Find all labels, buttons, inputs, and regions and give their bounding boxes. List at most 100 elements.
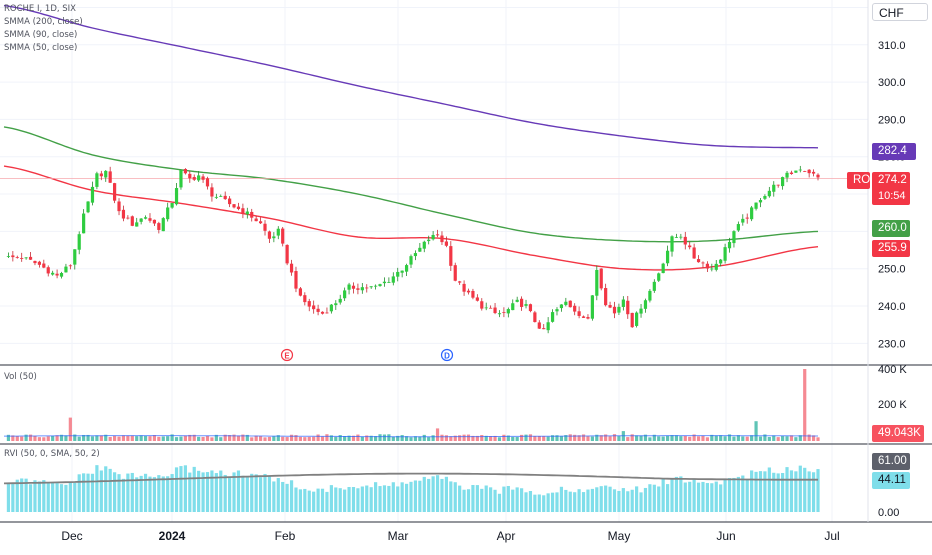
volume-bar xyxy=(515,437,519,441)
rvi-bar xyxy=(732,477,736,512)
candle-body xyxy=(157,223,161,230)
rvi-bar xyxy=(192,466,196,512)
rvi-bar xyxy=(236,470,241,512)
volume-bar xyxy=(506,435,510,441)
volume-legend[interactable]: Vol (50) xyxy=(4,372,37,382)
smma90-legend[interactable]: SMMA (90, close) xyxy=(4,30,78,40)
currency-button[interactable]: CHF xyxy=(872,3,928,21)
candle-body xyxy=(258,221,263,224)
volume-bar xyxy=(11,435,15,441)
candle-body xyxy=(42,263,46,268)
candle-body xyxy=(112,183,117,201)
smma200-legend[interactable]: SMMA (200, close) xyxy=(4,17,83,27)
rvi-bar xyxy=(356,488,360,512)
volume-bar xyxy=(152,435,157,441)
candle-body xyxy=(37,261,41,265)
candle-body xyxy=(161,218,165,232)
rvi-bar xyxy=(307,490,311,512)
candle-body xyxy=(20,257,24,259)
candle-body xyxy=(117,201,121,212)
rvi-bar xyxy=(528,491,533,512)
rvi-bar xyxy=(692,479,696,512)
candle-body xyxy=(798,169,802,171)
smma90-price-tag: 260.0 xyxy=(872,220,910,237)
rvi-histogram xyxy=(6,465,820,512)
rvi-bar xyxy=(152,477,157,512)
rvi-bar xyxy=(223,474,227,512)
rvi-bar xyxy=(276,478,280,512)
volume-tick-label: 200 K xyxy=(878,399,907,411)
candle-body xyxy=(285,244,289,264)
rvi-bar xyxy=(254,474,258,512)
rvi-bar xyxy=(320,488,325,512)
volume-bar xyxy=(772,435,776,441)
rvi-bar xyxy=(15,479,19,512)
volume-bar xyxy=(573,434,577,441)
rvi-bar xyxy=(37,481,41,512)
candle-body xyxy=(250,211,254,218)
candle-body xyxy=(241,208,245,215)
time-tick-label: Apr xyxy=(497,529,516,543)
last-price-tag: 274.2 xyxy=(872,172,910,189)
rvi-bar xyxy=(312,491,316,512)
rvi-bar xyxy=(281,481,285,512)
smma50-price-tag: 255.9 xyxy=(872,240,910,257)
candle-body xyxy=(148,218,152,221)
volume-bar xyxy=(33,435,37,441)
rvi-bar xyxy=(643,487,648,512)
volume-bar xyxy=(396,435,400,441)
rvi-bar xyxy=(661,479,665,512)
volume-bar xyxy=(781,436,785,441)
event-marker xyxy=(440,348,454,362)
candle-body xyxy=(449,246,453,266)
smma-line xyxy=(3,165,819,271)
rvi-bar xyxy=(338,488,342,512)
rvi-bar xyxy=(546,493,550,512)
volume-bar xyxy=(374,436,378,441)
rvi-bar xyxy=(73,482,77,512)
volume-bar xyxy=(360,436,364,441)
rvi-bar xyxy=(577,489,581,512)
rvi-bar xyxy=(798,465,802,512)
smma-line xyxy=(3,4,819,149)
volume-bar xyxy=(351,435,356,441)
volume-bar xyxy=(763,434,767,441)
rvi-bar xyxy=(121,478,126,512)
rvi-bar xyxy=(665,484,670,512)
rvi-bar xyxy=(391,482,395,512)
candlesticks xyxy=(6,165,820,334)
candle-body xyxy=(316,308,320,312)
candle-body xyxy=(104,170,108,178)
rvi-bar xyxy=(444,476,448,512)
candle-body xyxy=(68,265,72,267)
volume-tick-label: 400 K xyxy=(878,364,907,376)
smma50-legend[interactable]: SMMA (50, close) xyxy=(4,43,78,53)
candle-body xyxy=(639,308,643,314)
candle-body xyxy=(325,312,329,314)
rvi-legend[interactable]: RVI (50, 0, SMA, 50, 2) xyxy=(4,449,100,459)
rvi-bar xyxy=(714,481,718,512)
candle-body xyxy=(214,196,218,198)
rvi-bar xyxy=(679,476,683,512)
candle-body xyxy=(590,295,594,319)
volume-bar xyxy=(462,434,466,441)
volume-bar xyxy=(816,437,820,441)
rvi-bar xyxy=(387,485,391,512)
candle-body xyxy=(174,188,179,205)
volume-bar xyxy=(303,437,307,441)
candle-body xyxy=(595,269,599,296)
volume-bar xyxy=(524,434,528,441)
volume-bar xyxy=(466,434,471,441)
volume-bar xyxy=(285,437,289,441)
candle-body xyxy=(440,235,444,243)
rvi-bar xyxy=(289,480,294,512)
candle-body xyxy=(245,211,249,215)
volume-bar xyxy=(179,436,183,441)
symbol-legend[interactable]: ROCHE I, 1D, SIX xyxy=(4,4,76,14)
rvi-bar xyxy=(471,485,475,512)
volume-bar xyxy=(108,436,112,441)
rvi-bar xyxy=(696,482,701,512)
volume-bar xyxy=(245,434,249,441)
